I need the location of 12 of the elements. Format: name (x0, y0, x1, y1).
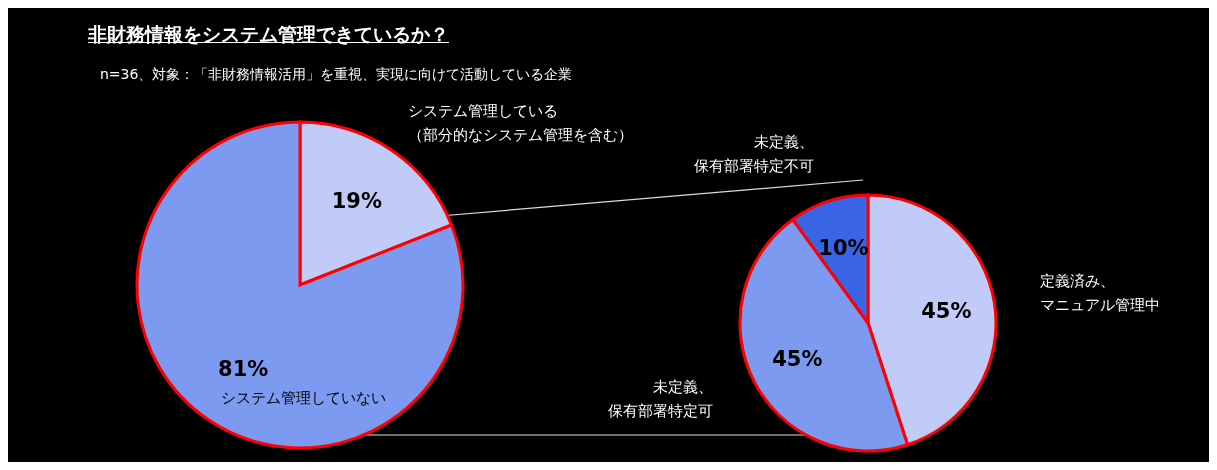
data-label: 81% (218, 356, 269, 381)
slice-label: 未定義、保有部署特定可 (607, 378, 713, 421)
pie-slice (135, 120, 465, 450)
slice-label: 定義済み、マニュアル管理中 (1039, 271, 1160, 314)
slice-label: システム管理している（部分的なシステム管理を含む） (408, 101, 634, 144)
chart-subtitle: n=36、対象：「非財務情報活用」を重視、実現に向けて活動している企業 (100, 66, 573, 84)
chart-title: 非財務情報をシステム管理できているか？ (88, 22, 449, 47)
data-label: 45% (772, 347, 823, 372)
data-label: 45% (921, 298, 972, 323)
slice-label: 未定義、保有部署特定不可 (694, 133, 815, 176)
data-label: 19% (331, 189, 382, 214)
slice-label: システム管理していない (220, 388, 386, 407)
